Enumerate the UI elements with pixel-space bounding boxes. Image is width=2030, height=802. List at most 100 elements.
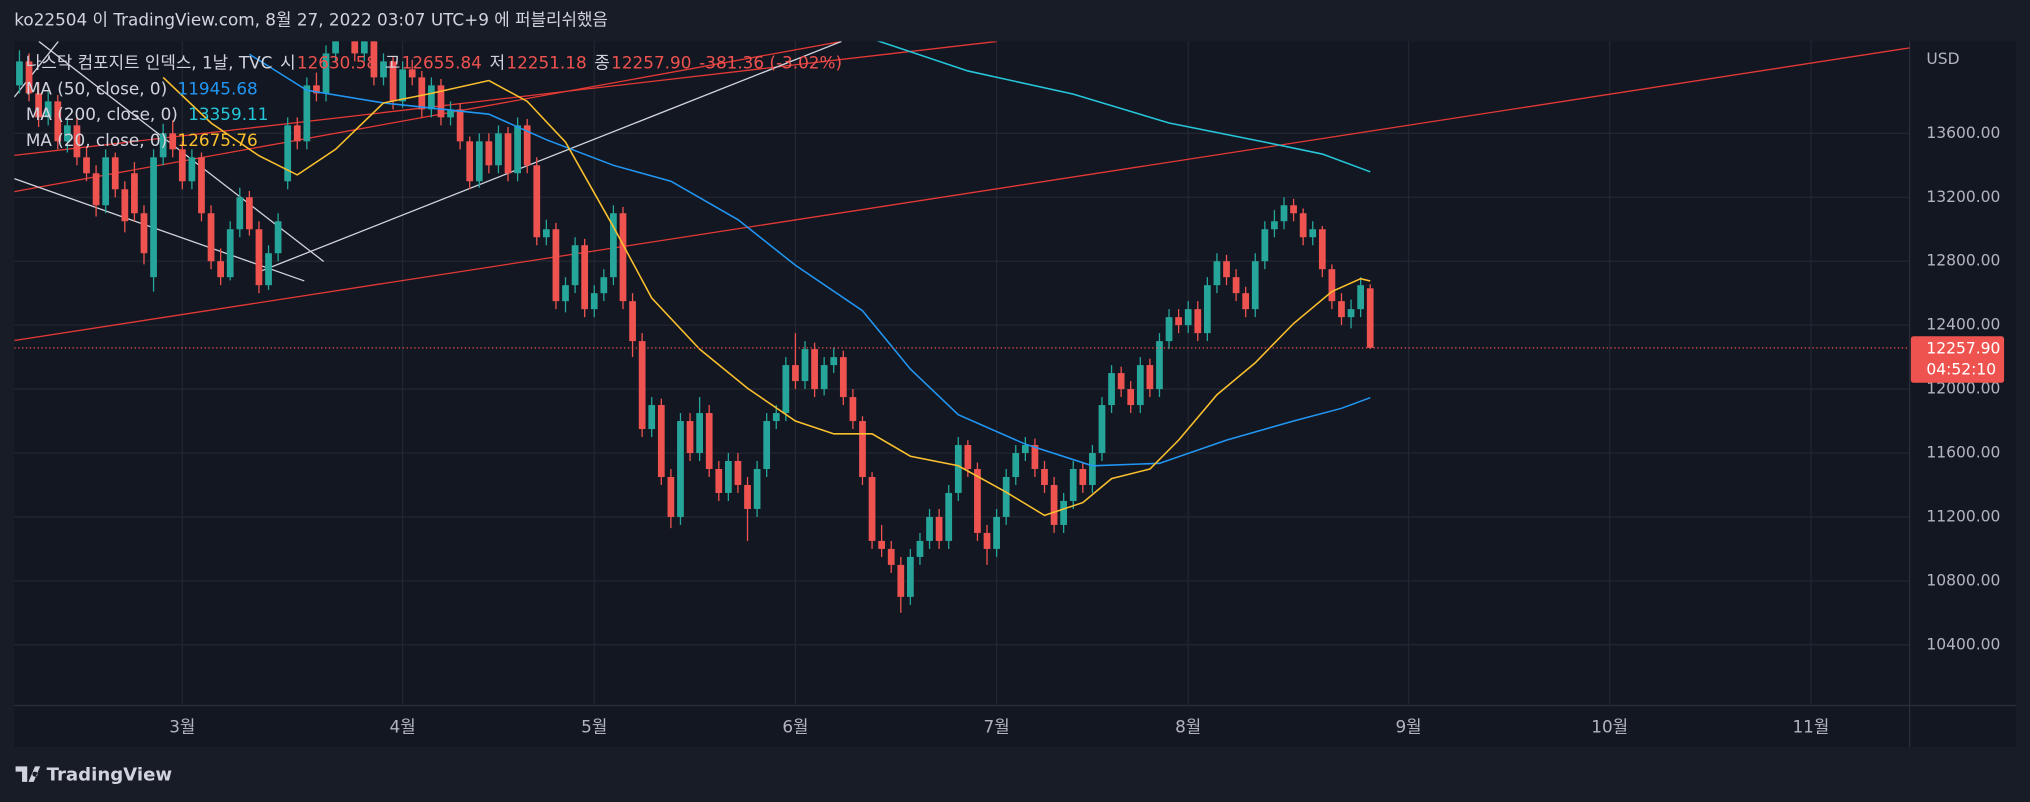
candle-body: [226, 229, 234, 278]
candle-body: [83, 157, 90, 174]
candle-body: [763, 421, 771, 469]
candle-body: [657, 405, 665, 477]
candle-body: [408, 69, 416, 78]
candle-body: [907, 556, 914, 597]
last-price-box: [1910, 336, 2005, 383]
ohlc-key: 종: [594, 52, 609, 72]
currency-label: USD: [1926, 50, 1959, 68]
candle-body: [150, 157, 157, 278]
candle-body: [303, 85, 311, 142]
y-tick-label: 12400.00: [1926, 316, 2000, 334]
brand: TradingView: [47, 764, 173, 785]
legend-name: MA (200, close, 0): [26, 104, 178, 124]
candle-body: [1098, 405, 1106, 454]
ohlc-key: 저: [490, 52, 505, 72]
x-tick-label: 4월: [390, 717, 416, 737]
candle-body: [1290, 205, 1297, 214]
countdown: 04:52:10: [1926, 360, 1996, 378]
candle-body: [332, 41, 339, 54]
plot: [14, 41, 1910, 613]
candle-body: [983, 532, 991, 549]
candle-body: [1223, 261, 1230, 278]
candle-body: [610, 213, 617, 278]
x-tick-label: 10월: [1591, 717, 1628, 737]
candle-body: [1299, 213, 1307, 238]
candle-body: [954, 445, 962, 493]
trend-line: [14, 47, 1910, 342]
ohlc-key: 고: [385, 52, 400, 72]
candle-body: [246, 197, 253, 230]
trend-line: [14, 41, 59, 98]
chart-panel: [14, 41, 2016, 747]
candle-body: [1165, 317, 1173, 342]
candle-body: [140, 213, 148, 254]
candle-body: [1338, 301, 1345, 318]
candle-body: [772, 413, 780, 422]
candle-body: [504, 133, 512, 174]
candle-body: [322, 53, 330, 94]
candle-body: [830, 357, 838, 366]
candle-body: [389, 61, 397, 102]
candle-body: [629, 301, 636, 342]
ohlc-value: 12655.84: [402, 52, 482, 72]
candle-body: [92, 173, 100, 206]
candle-body: [753, 468, 761, 509]
candle-body: [638, 341, 646, 430]
candle-body: [1232, 277, 1240, 294]
candle-body: [360, 41, 368, 54]
y-tick-label: 10400.00: [1926, 635, 2000, 653]
candle-body: [897, 564, 905, 597]
candle-body: [1309, 229, 1317, 238]
y-tick-label: 11200.00: [1926, 507, 2000, 525]
legend: 나스닥 컴포지트 인덱스, 1날, TVC 시 12630.58 고 12655.84…: [26, 52, 842, 150]
ohlc-key: 시: [280, 52, 295, 72]
y-tick-label: 13600.00: [1926, 124, 2000, 142]
candle-body: [418, 77, 426, 110]
x-tick-label: 11월: [1792, 717, 1829, 737]
candle-body: [1060, 500, 1068, 525]
candle-body: [1271, 221, 1278, 230]
footer: TradingView: [15, 764, 173, 785]
x-tick-label: 7월: [984, 717, 1010, 737]
legend-name: MA (50, close, 0): [26, 78, 167, 98]
candle-body: [380, 61, 387, 78]
candle-body: [207, 213, 215, 262]
legend-name: MA (20, close, 0): [26, 130, 167, 150]
candle-body: [1136, 365, 1144, 406]
candle-body: [1184, 309, 1192, 326]
y-tick-label: 11600.00: [1926, 444, 2000, 462]
candle-body: [1242, 293, 1250, 310]
candle-body: [447, 109, 454, 118]
candle-body: [265, 253, 272, 286]
candle-body: [715, 468, 723, 493]
candle-body: [1117, 373, 1125, 390]
candle-body: [782, 365, 790, 414]
candle-body: [1031, 445, 1039, 469]
x-tick-label: 5월: [581, 717, 607, 737]
candle-body: [916, 540, 924, 557]
candle-body: [1146, 365, 1154, 390]
candle-body: [590, 293, 598, 310]
trend-line: [258, 41, 842, 273]
candle-body: [571, 245, 579, 286]
candle-body: [188, 157, 196, 182]
y-tick-label: 10800.00: [1926, 571, 2000, 589]
candle-body: [159, 133, 167, 158]
candle-body: [121, 189, 129, 222]
candle-body: [600, 277, 608, 294]
candle-body: [1251, 261, 1259, 310]
candle-body: [1041, 468, 1048, 485]
candle-body: [1194, 309, 1202, 334]
candle-body: [485, 141, 493, 166]
candle-body: [993, 516, 1000, 549]
candle-body: [724, 461, 732, 493]
ma-line: [876, 41, 1371, 173]
candle-body: [102, 157, 110, 206]
candle-body: [428, 85, 435, 110]
candle-body: [63, 125, 71, 142]
candle-body: [801, 349, 809, 382]
candle-body: [1127, 389, 1135, 406]
candle-body: [648, 405, 656, 430]
candle-body: [964, 445, 972, 469]
y-tick-label: 13200.00: [1926, 188, 2000, 206]
